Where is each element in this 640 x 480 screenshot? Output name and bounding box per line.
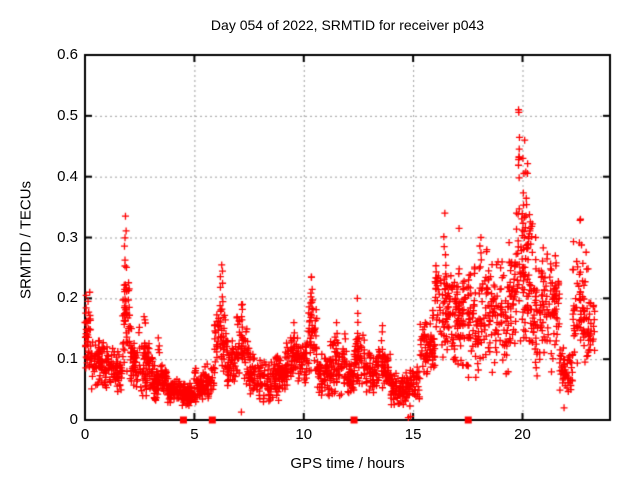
chart-title: Day 054 of 2022, SRMTID for receiver p04… xyxy=(210,17,485,33)
y-tick-label: 0.4 xyxy=(57,167,78,185)
x-tick-label: 0 xyxy=(80,426,90,443)
y-tick-label: 0.5 xyxy=(57,106,78,124)
x-tick-label: 10 xyxy=(295,426,313,443)
y-tick-label: 0.6 xyxy=(57,46,78,63)
y-tick-label: 0 xyxy=(69,411,78,428)
y-tick-label: 0.1 xyxy=(57,350,78,368)
x-tick-label: 15 xyxy=(404,426,422,443)
y-tick-label: 0.3 xyxy=(57,228,78,246)
x-tick-label: 20 xyxy=(514,426,531,443)
x-tick-label: 5 xyxy=(190,426,199,443)
y-tick-label: 0.2 xyxy=(57,289,78,307)
x-axis-title: GPS time / hours xyxy=(290,455,405,472)
